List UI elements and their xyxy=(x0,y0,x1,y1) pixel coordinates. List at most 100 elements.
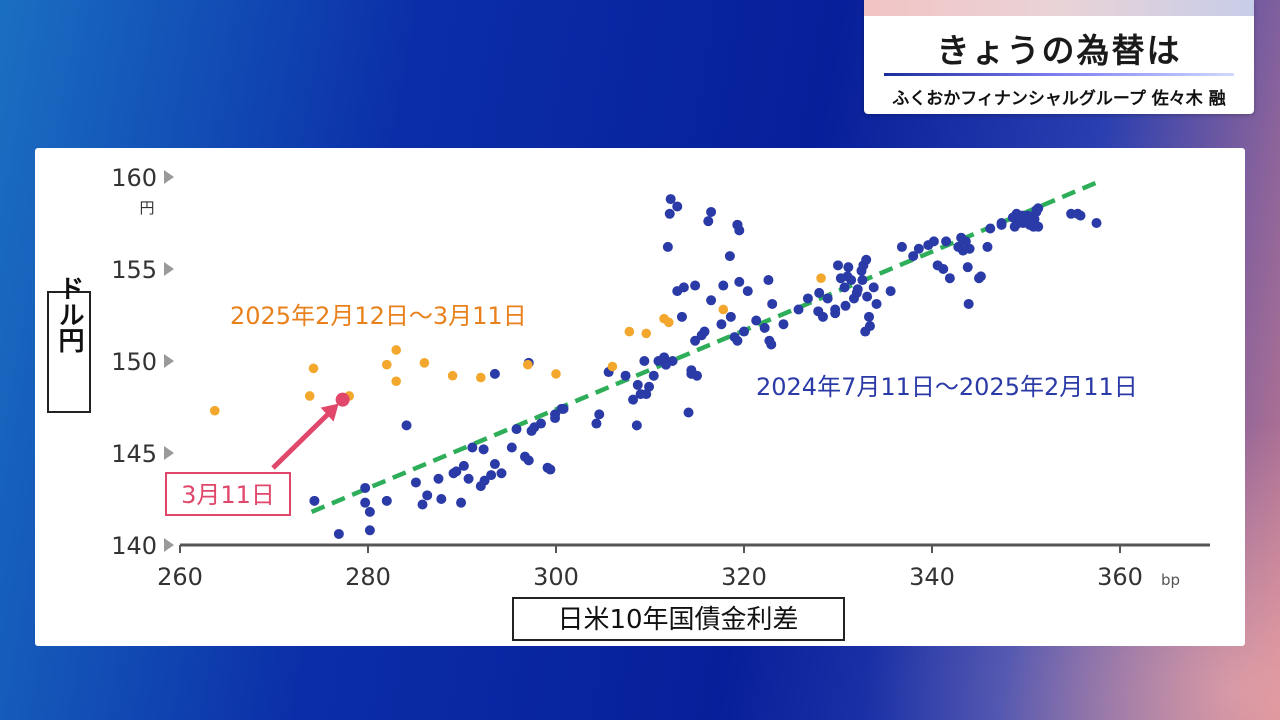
blue-data-point xyxy=(451,466,462,477)
x-tick-label: 340 xyxy=(909,563,955,591)
blue-data-point xyxy=(732,335,743,346)
scatter-points xyxy=(209,194,1102,539)
blue-data-point xyxy=(360,497,371,508)
blue-data-point xyxy=(417,499,428,510)
blue-range-label: 2024年7月11日～2025年2月11日 xyxy=(756,373,1138,401)
blue-data-point xyxy=(664,208,675,219)
blue-data-point xyxy=(506,442,517,453)
blue-data-point xyxy=(963,298,974,309)
blue-data-point xyxy=(511,424,522,435)
blue-data-point xyxy=(1075,210,1086,221)
blue-data-point xyxy=(558,403,569,414)
y-tick-marker xyxy=(164,354,174,368)
blue-data-point xyxy=(467,442,478,453)
blue-data-point xyxy=(767,298,778,309)
blue-data-point xyxy=(699,326,710,337)
blue-data-point xyxy=(718,280,729,291)
blue-data-point xyxy=(759,322,770,333)
blue-data-point xyxy=(852,284,863,295)
blue-data-point xyxy=(632,379,643,390)
y-tick-label: 140 xyxy=(111,532,157,560)
blue-data-point xyxy=(861,254,872,265)
trendline-group xyxy=(310,178,1103,514)
orange-data-point xyxy=(523,359,533,370)
annotations: 2025年2月12日～3月11日 2024年7月11日～2025年2月11日 3月1… xyxy=(165,302,1138,516)
blue-data-point xyxy=(628,394,639,405)
chart-axes: 260 280 300 320 340 360 bp 140 145 150 155 160 円ドル円日… xyxy=(47,164,1210,641)
blue-data-point xyxy=(862,291,873,302)
blue-data-point xyxy=(793,304,804,315)
trendline xyxy=(310,178,1103,514)
orange-data-point xyxy=(816,273,826,283)
blue-data-point xyxy=(724,251,735,262)
blue-data-point xyxy=(410,477,421,488)
orange-data-point xyxy=(551,369,561,379)
scatter-chart: 260 280 300 320 340 360 bp 140 145 150 155 160 円ドル円日… xyxy=(47,164,1210,641)
corner-title: きょうの為替は xyxy=(936,31,1182,70)
blue-data-point xyxy=(523,455,534,466)
blue-data-point xyxy=(839,282,850,293)
blue-data-point xyxy=(928,236,939,247)
blue-data-point xyxy=(822,293,833,304)
orange-data-point xyxy=(419,358,430,368)
y-tick-label: 160 xyxy=(111,164,157,192)
blue-data-point xyxy=(436,494,447,504)
blue-data-point xyxy=(706,295,717,306)
y-tick-marker xyxy=(164,538,174,552)
y-tick-label: 155 xyxy=(111,256,157,284)
blue-data-point xyxy=(364,506,375,517)
y-unit-label: 円 xyxy=(139,199,154,217)
orange-data-point xyxy=(607,361,618,372)
y-tick-marker xyxy=(164,170,174,184)
blue-data-point xyxy=(908,251,919,262)
callout-label: 3月11日 xyxy=(181,481,275,509)
chart-panel: 260 280 300 320 340 360 bp 140 145 150 155 160 円ドル円日… xyxy=(35,148,1245,646)
blue-data-point xyxy=(690,280,701,291)
blue-data-point xyxy=(692,370,702,381)
callout-box xyxy=(165,472,291,516)
blue-data-point xyxy=(667,356,678,366)
orange-data-point xyxy=(476,372,486,383)
blue-data-point xyxy=(766,339,777,350)
blue-data-point xyxy=(739,326,749,337)
blue-data-point xyxy=(401,420,412,431)
blue-data-point xyxy=(716,319,727,330)
orange-data-point xyxy=(209,405,220,416)
blue-data-point xyxy=(662,241,673,252)
commentator-credit: ふくおかフィナンシャルグループ 佐々木 融 xyxy=(892,89,1226,109)
blue-data-point xyxy=(479,475,490,486)
blue-data-point xyxy=(486,470,497,481)
blue-data-point xyxy=(665,194,676,205)
x-unit-label: bp xyxy=(1161,571,1180,589)
x-tick-label: 300 xyxy=(533,563,579,591)
blue-data-point xyxy=(463,473,474,484)
orange-data-point xyxy=(391,345,402,355)
y-axis-label-box xyxy=(47,291,91,413)
blue-data-point xyxy=(885,286,896,297)
orange-data-point xyxy=(718,304,729,315)
y-tick-label: 145 xyxy=(111,440,157,468)
blue-data-point xyxy=(871,298,882,309)
blue-data-point xyxy=(364,525,375,536)
blue-data-point xyxy=(631,420,642,431)
callout-arrowhead xyxy=(320,403,339,422)
blue-data-point xyxy=(985,223,996,234)
blue-data-point xyxy=(960,236,971,247)
blue-data-point xyxy=(496,468,507,479)
orange-data-point xyxy=(641,328,652,339)
blue-data-point xyxy=(489,459,500,470)
blue-data-point xyxy=(962,262,973,273)
blue-data-point xyxy=(938,264,949,274)
blue-data-point xyxy=(676,311,687,322)
blue-data-point xyxy=(846,275,857,286)
blue-data-point xyxy=(763,275,774,286)
blue-data-point xyxy=(672,201,683,212)
blue-data-point xyxy=(620,370,631,381)
blue-data-point xyxy=(830,304,841,315)
program-corner-banner: きょうの為替は ふくおかフィナンシャルグループ 佐々木 融 xyxy=(864,0,1254,114)
blue-data-point xyxy=(996,219,1007,230)
orange-data-point xyxy=(624,326,635,337)
blue-data-point xyxy=(742,286,753,297)
highlight-point xyxy=(335,392,350,407)
blue-data-point xyxy=(864,311,875,322)
